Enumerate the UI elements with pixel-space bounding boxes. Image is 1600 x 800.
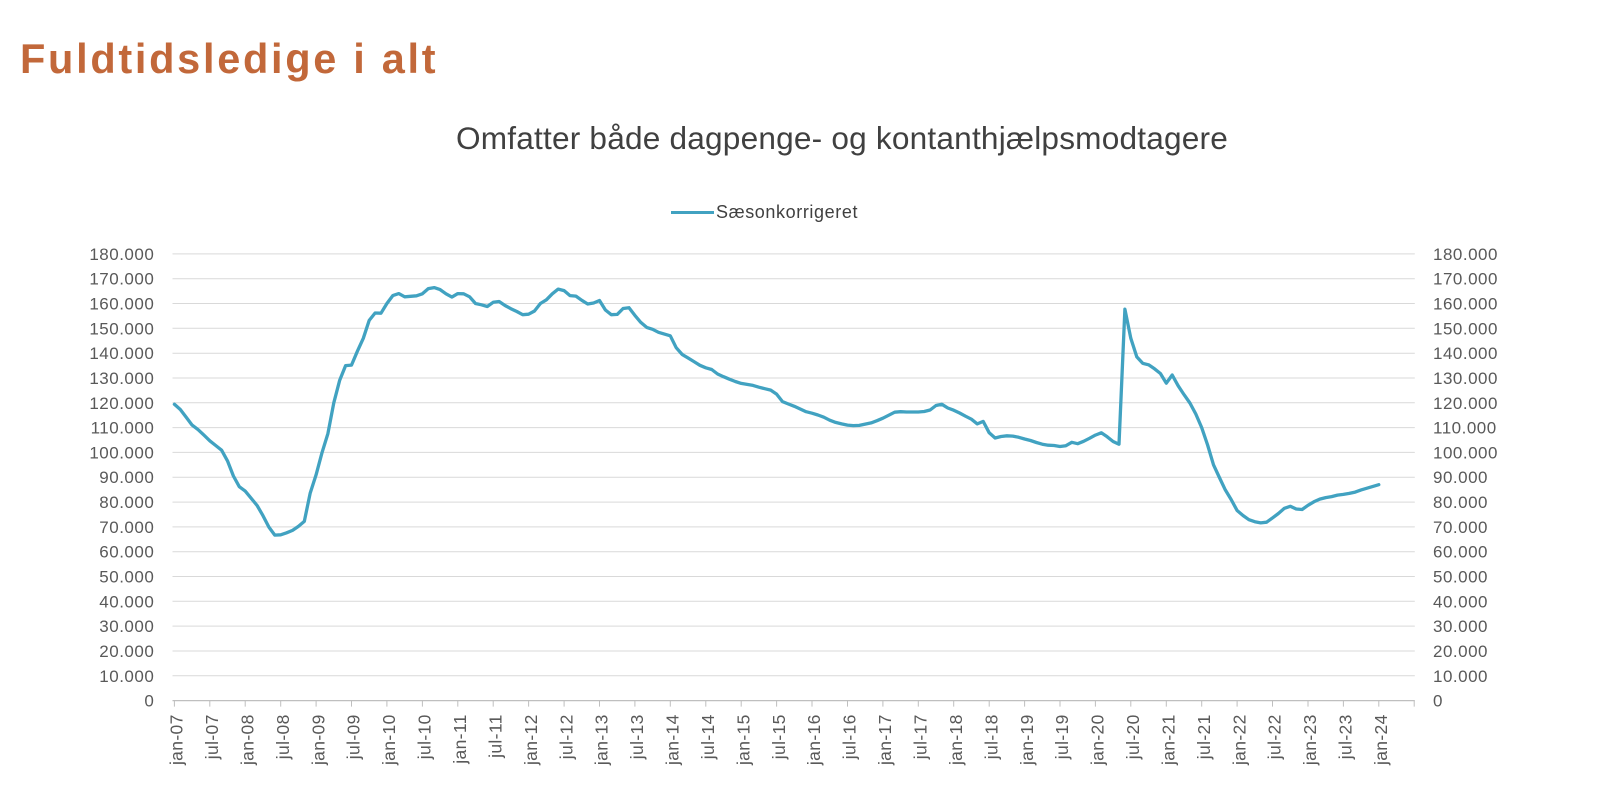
svg-text:jan-11: jan-11	[450, 714, 470, 764]
svg-text:120.000: 120.000	[89, 394, 154, 413]
svg-text:20.000: 20.000	[1433, 642, 1488, 661]
svg-text:jan-12: jan-12	[521, 714, 541, 766]
svg-text:110.000: 110.000	[1433, 419, 1497, 438]
svg-text:jul-16: jul-16	[840, 714, 860, 760]
svg-text:jan-16: jan-16	[804, 714, 824, 766]
svg-text:180.000: 180.000	[89, 245, 154, 264]
svg-text:170.000: 170.000	[1433, 270, 1498, 289]
svg-text:jul-13: jul-13	[627, 714, 647, 760]
svg-text:jul-12: jul-12	[556, 714, 576, 760]
svg-text:jan-18: jan-18	[946, 714, 966, 766]
svg-text:10.000: 10.000	[99, 667, 154, 686]
svg-text:jan-07: jan-07	[167, 714, 187, 766]
svg-text:160.000: 160.000	[89, 295, 154, 314]
svg-text:180.000: 180.000	[1433, 245, 1498, 264]
svg-text:jul-17: jul-17	[911, 714, 931, 760]
svg-text:70.000: 70.000	[1433, 518, 1488, 537]
svg-text:50.000: 50.000	[99, 568, 154, 587]
svg-text:0: 0	[1433, 692, 1443, 711]
svg-text:jan-15: jan-15	[733, 714, 753, 766]
svg-text:40.000: 40.000	[1433, 592, 1488, 611]
svg-text:80.000: 80.000	[1433, 493, 1488, 512]
svg-text:40.000: 40.000	[99, 592, 154, 611]
svg-text:jan-23: jan-23	[1300, 714, 1320, 766]
svg-text:jul-15: jul-15	[769, 714, 789, 760]
svg-text:jan-21: jan-21	[1159, 714, 1179, 766]
svg-text:jan-17: jan-17	[875, 714, 895, 766]
svg-text:130.000: 130.000	[89, 369, 154, 388]
svg-text:jul-09: jul-09	[344, 714, 364, 760]
svg-text:30.000: 30.000	[99, 617, 154, 636]
svg-text:jul-23: jul-23	[1336, 714, 1356, 760]
svg-text:150.000: 150.000	[1433, 319, 1498, 338]
svg-text:jan-09: jan-09	[308, 714, 328, 766]
svg-text:jan-10: jan-10	[379, 714, 399, 766]
svg-text:90.000: 90.000	[1433, 468, 1488, 487]
svg-text:jul-22: jul-22	[1265, 714, 1285, 760]
svg-text:60.000: 60.000	[99, 543, 154, 562]
svg-text:10.000: 10.000	[1433, 667, 1488, 686]
svg-text:jul-14: jul-14	[698, 714, 718, 760]
svg-text:jul-18: jul-18	[981, 714, 1001, 760]
svg-text:jan-08: jan-08	[237, 714, 257, 766]
svg-text:jan-20: jan-20	[1088, 714, 1108, 766]
svg-text:jan-22: jan-22	[1229, 714, 1249, 766]
svg-text:jul-19: jul-19	[1052, 714, 1072, 760]
svg-text:90.000: 90.000	[99, 468, 154, 487]
svg-text:0: 0	[144, 692, 154, 711]
svg-text:jul-21: jul-21	[1194, 714, 1214, 760]
svg-text:70.000: 70.000	[99, 518, 154, 537]
svg-text:50.000: 50.000	[1433, 568, 1488, 587]
svg-text:30.000: 30.000	[1433, 617, 1488, 636]
svg-text:jan-24: jan-24	[1371, 714, 1391, 766]
svg-text:20.000: 20.000	[99, 642, 154, 661]
svg-text:150.000: 150.000	[89, 319, 154, 338]
svg-text:jan-13: jan-13	[592, 714, 612, 766]
svg-text:80.000: 80.000	[99, 493, 154, 512]
svg-text:170.000: 170.000	[89, 270, 154, 289]
svg-text:100.000: 100.000	[89, 443, 154, 462]
svg-text:jul-07: jul-07	[202, 714, 222, 760]
svg-text:120.000: 120.000	[1433, 394, 1498, 413]
svg-text:jan-19: jan-19	[1017, 714, 1037, 766]
svg-text:jul-08: jul-08	[273, 714, 293, 760]
svg-text:110.000: 110.000	[91, 419, 155, 438]
svg-text:jul-20: jul-20	[1123, 714, 1143, 760]
svg-text:jul-11: jul-11	[485, 714, 505, 759]
svg-text:160.000: 160.000	[1433, 295, 1498, 314]
svg-text:140.000: 140.000	[1433, 344, 1498, 363]
svg-text:jan-14: jan-14	[663, 714, 683, 766]
svg-text:jul-10: jul-10	[415, 714, 435, 760]
svg-text:100.000: 100.000	[1433, 443, 1498, 462]
svg-text:130.000: 130.000	[1433, 369, 1498, 388]
svg-text:140.000: 140.000	[89, 344, 154, 363]
svg-text:60.000: 60.000	[1433, 543, 1488, 562]
